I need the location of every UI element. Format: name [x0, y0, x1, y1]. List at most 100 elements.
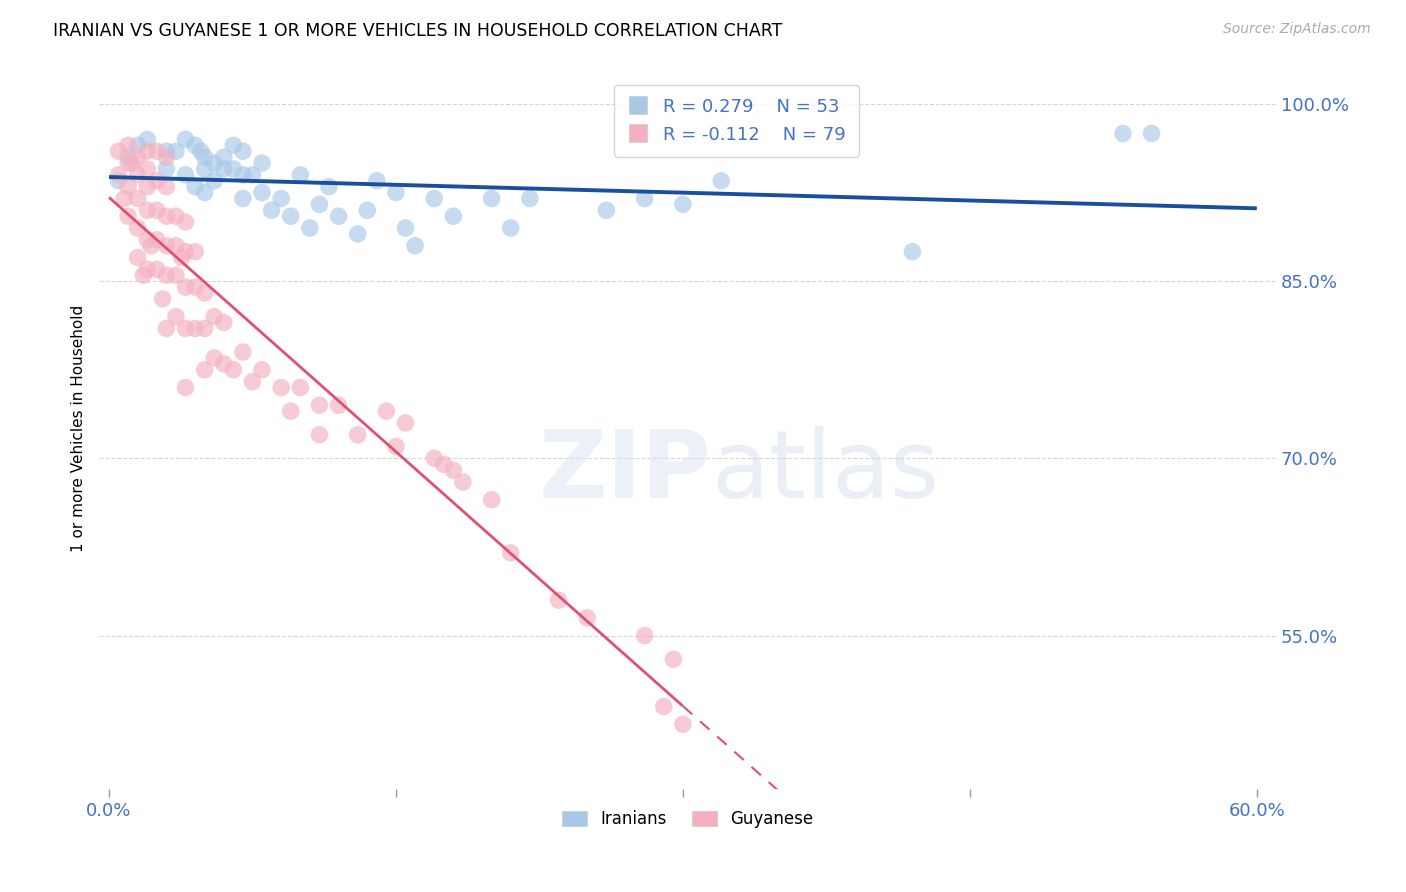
Point — [451, 475, 474, 489]
Legend: Iranians, Guyanese: Iranians, Guyanese — [555, 804, 820, 835]
Point — [165, 268, 187, 283]
Point — [356, 203, 378, 218]
Point — [146, 233, 169, 247]
Point — [117, 138, 139, 153]
Point — [250, 156, 273, 170]
Point — [212, 161, 235, 176]
Point — [318, 179, 340, 194]
Text: atlas: atlas — [711, 426, 939, 518]
Point — [672, 717, 695, 731]
Point — [174, 280, 197, 294]
Point — [270, 380, 292, 394]
Point — [127, 150, 149, 164]
Point — [136, 262, 159, 277]
Point — [547, 593, 569, 607]
Point — [202, 351, 225, 365]
Text: IRANIAN VS GUYANESE 1 OR MORE VEHICLES IN HOUSEHOLD CORRELATION CHART: IRANIAN VS GUYANESE 1 OR MORE VEHICLES I… — [53, 22, 783, 40]
Point — [710, 174, 733, 188]
Point — [328, 398, 350, 412]
Point — [127, 138, 149, 153]
Point — [184, 321, 207, 335]
Point — [117, 150, 139, 164]
Point — [576, 611, 599, 625]
Point — [672, 197, 695, 211]
Point — [194, 186, 217, 200]
Point — [112, 192, 135, 206]
Point — [127, 221, 149, 235]
Point — [1140, 127, 1163, 141]
Point — [190, 145, 212, 159]
Point — [107, 168, 129, 182]
Point — [146, 262, 169, 277]
Point — [232, 145, 254, 159]
Point — [232, 168, 254, 182]
Point — [202, 174, 225, 188]
Point — [184, 244, 207, 259]
Point — [139, 238, 162, 252]
Point — [232, 192, 254, 206]
Point — [481, 192, 503, 206]
Point — [901, 244, 924, 259]
Point — [155, 209, 177, 223]
Point — [184, 138, 207, 153]
Point — [117, 179, 139, 194]
Point — [404, 238, 426, 252]
Point — [441, 463, 464, 477]
Point — [433, 458, 456, 472]
Point — [385, 186, 408, 200]
Point — [127, 168, 149, 182]
Point — [222, 161, 245, 176]
Point — [155, 150, 177, 164]
Point — [127, 192, 149, 206]
Point — [222, 363, 245, 377]
Text: ZIP: ZIP — [538, 426, 711, 518]
Point — [174, 215, 197, 229]
Point — [1112, 127, 1135, 141]
Point — [155, 321, 177, 335]
Point — [184, 280, 207, 294]
Point — [117, 209, 139, 223]
Point — [174, 380, 197, 394]
Point — [165, 209, 187, 223]
Point — [202, 310, 225, 324]
Point — [132, 268, 155, 283]
Point — [184, 179, 207, 194]
Point — [298, 221, 321, 235]
Point — [194, 161, 217, 176]
Point — [481, 492, 503, 507]
Point — [136, 179, 159, 194]
Point — [634, 192, 657, 206]
Point — [155, 145, 177, 159]
Point — [121, 156, 143, 170]
Point — [194, 150, 217, 164]
Point — [423, 451, 446, 466]
Point — [499, 546, 522, 560]
Point — [170, 251, 193, 265]
Point — [127, 251, 149, 265]
Point — [174, 321, 197, 335]
Point — [152, 292, 174, 306]
Point — [107, 174, 129, 188]
Point — [242, 168, 264, 182]
Y-axis label: 1 or more Vehicles in Household: 1 or more Vehicles in Household — [72, 305, 86, 552]
Point — [146, 174, 169, 188]
Point — [146, 145, 169, 159]
Point — [155, 179, 177, 194]
Point — [212, 316, 235, 330]
Point — [165, 145, 187, 159]
Point — [165, 238, 187, 252]
Point — [174, 132, 197, 146]
Point — [260, 203, 283, 218]
Text: Source: ZipAtlas.com: Source: ZipAtlas.com — [1223, 22, 1371, 37]
Point — [375, 404, 398, 418]
Point — [136, 233, 159, 247]
Point — [155, 268, 177, 283]
Point — [107, 145, 129, 159]
Point — [346, 427, 368, 442]
Point — [499, 221, 522, 235]
Point — [394, 221, 416, 235]
Point — [280, 209, 302, 223]
Point — [634, 629, 657, 643]
Point — [662, 652, 685, 666]
Point — [202, 156, 225, 170]
